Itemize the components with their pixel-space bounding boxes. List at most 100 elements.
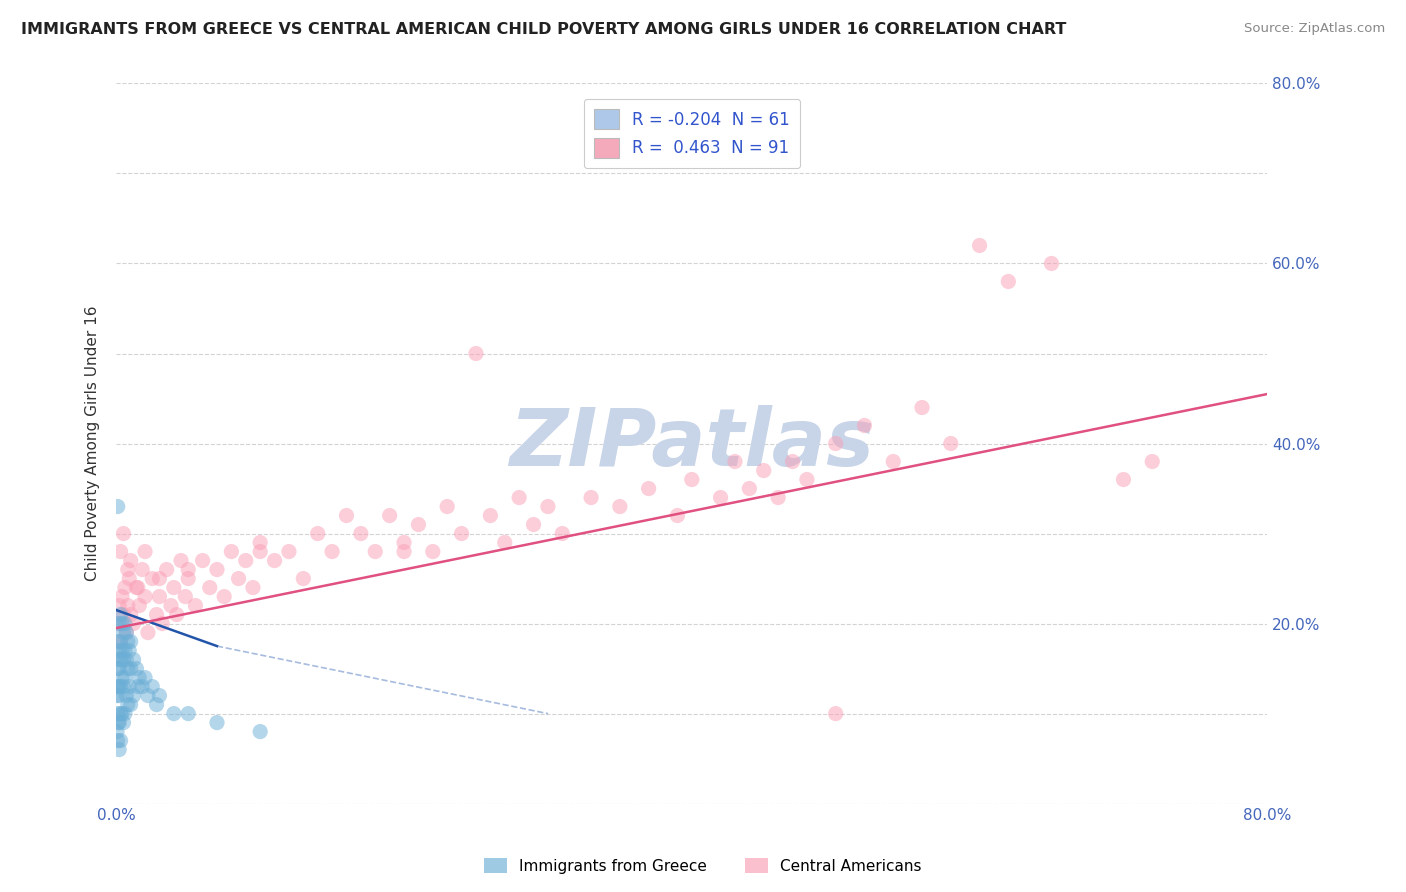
Point xyxy=(131,563,153,577)
Point xyxy=(110,634,132,648)
Point xyxy=(117,698,139,712)
Point xyxy=(796,473,818,487)
Point xyxy=(939,436,962,450)
Point xyxy=(824,436,846,450)
Point xyxy=(118,680,141,694)
Text: IMMIGRANTS FROM GREECE VS CENTRAL AMERICAN CHILD POVERTY AMONG GIRLS UNDER 16 CO: IMMIGRANTS FROM GREECE VS CENTRAL AMERIC… xyxy=(21,22,1067,37)
Point xyxy=(148,572,170,586)
Point xyxy=(136,625,159,640)
Point xyxy=(117,662,139,676)
Point xyxy=(163,581,186,595)
Point xyxy=(752,464,775,478)
Point xyxy=(107,680,129,694)
Point xyxy=(166,607,188,622)
Point xyxy=(321,544,343,558)
Point xyxy=(110,652,132,666)
Point xyxy=(134,671,156,685)
Point xyxy=(117,634,139,648)
Point xyxy=(163,706,186,721)
Point xyxy=(110,607,132,622)
Point xyxy=(738,482,761,496)
Point xyxy=(177,572,200,586)
Point xyxy=(350,526,373,541)
Point xyxy=(1040,256,1063,270)
Point xyxy=(205,715,228,730)
Point xyxy=(148,689,170,703)
Point xyxy=(111,616,134,631)
Point xyxy=(120,698,142,712)
Point xyxy=(141,572,163,586)
Point xyxy=(112,680,135,694)
Point xyxy=(198,581,221,595)
Point xyxy=(766,491,789,505)
Point xyxy=(141,680,163,694)
Point xyxy=(114,643,136,657)
Point xyxy=(724,454,747,468)
Point xyxy=(969,238,991,252)
Point xyxy=(111,671,134,685)
Point xyxy=(177,563,200,577)
Point xyxy=(307,526,329,541)
Point xyxy=(108,643,131,657)
Point xyxy=(378,508,401,523)
Point xyxy=(107,706,129,721)
Point xyxy=(117,563,139,577)
Legend: Immigrants from Greece, Central Americans: Immigrants from Greece, Central American… xyxy=(478,852,928,880)
Point xyxy=(110,544,132,558)
Point xyxy=(145,698,167,712)
Point xyxy=(134,544,156,558)
Point xyxy=(115,625,138,640)
Point xyxy=(111,706,134,721)
Point xyxy=(522,517,544,532)
Point xyxy=(235,553,257,567)
Point xyxy=(108,715,131,730)
Point xyxy=(882,454,904,468)
Point xyxy=(156,563,179,577)
Point xyxy=(122,689,145,703)
Point xyxy=(335,508,357,523)
Text: ZIPatlas: ZIPatlas xyxy=(509,405,875,483)
Point xyxy=(479,508,502,523)
Point xyxy=(637,482,659,496)
Point xyxy=(107,652,129,666)
Point xyxy=(107,500,129,514)
Point xyxy=(408,517,430,532)
Point xyxy=(112,526,135,541)
Point xyxy=(114,671,136,685)
Point xyxy=(450,526,472,541)
Point xyxy=(108,689,131,703)
Point xyxy=(579,491,602,505)
Point xyxy=(117,599,139,613)
Point xyxy=(107,680,129,694)
Point xyxy=(853,418,876,433)
Point xyxy=(110,733,132,747)
Point xyxy=(551,526,574,541)
Point xyxy=(249,535,271,549)
Point xyxy=(127,581,149,595)
Point xyxy=(997,275,1019,289)
Point xyxy=(824,706,846,721)
Point xyxy=(422,544,444,558)
Legend: R = -0.204  N = 61, R =  0.463  N = 91: R = -0.204 N = 61, R = 0.463 N = 91 xyxy=(583,99,800,168)
Point xyxy=(184,599,207,613)
Point xyxy=(108,616,131,631)
Point xyxy=(212,590,235,604)
Point xyxy=(122,616,145,631)
Point xyxy=(249,724,271,739)
Point xyxy=(782,454,804,468)
Point xyxy=(107,733,129,747)
Point xyxy=(118,572,141,586)
Point xyxy=(108,742,131,756)
Point xyxy=(609,500,631,514)
Point xyxy=(134,590,156,604)
Point xyxy=(107,662,129,676)
Point xyxy=(710,491,733,505)
Point xyxy=(436,500,458,514)
Point xyxy=(120,553,142,567)
Point xyxy=(150,616,173,631)
Point xyxy=(120,634,142,648)
Y-axis label: Child Poverty Among Girls Under 16: Child Poverty Among Girls Under 16 xyxy=(86,306,100,582)
Point xyxy=(131,680,153,694)
Point xyxy=(177,706,200,721)
Point xyxy=(112,607,135,622)
